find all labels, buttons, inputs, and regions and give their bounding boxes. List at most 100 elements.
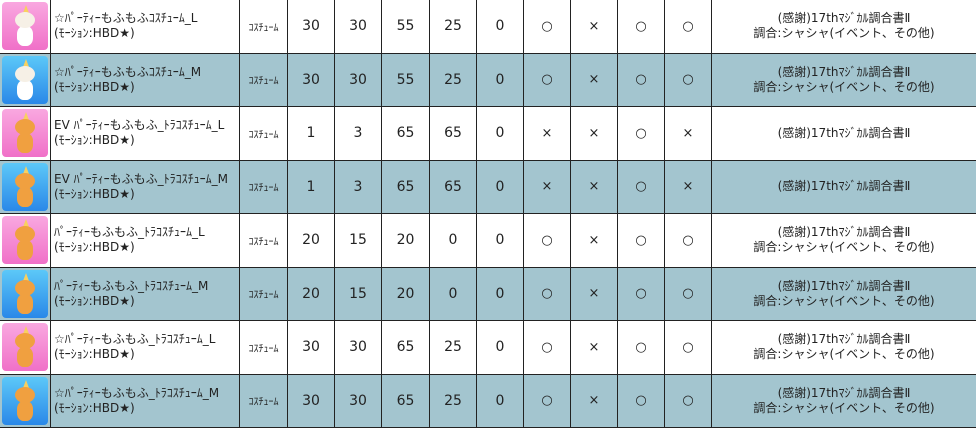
costume-thumbnail [2, 269, 48, 318]
stat-value: 25 [429, 52, 477, 107]
table-row: ﾊﾟｰﾃｨｰもふもふ_ﾄﾗｺｽﾁｭｰﾑ_M (ﾓｰｼｮﾝ:HBD★) ｺｽﾁｭｰﾑ 2… [0, 266, 976, 321]
availability-mark: ○ [664, 266, 712, 321]
item-type: ｺｽﾁｭｰﾑ [239, 373, 288, 428]
stat-value: 30 [334, 320, 382, 375]
item-type: ｺｽﾁｭｰﾑ [239, 266, 288, 321]
costume-thumbnail [2, 2, 48, 51]
stat-value: 25 [429, 320, 477, 375]
costume-thumbnail [2, 55, 48, 104]
availability-mark: ○ [617, 373, 665, 428]
availability-mark: × [570, 0, 618, 54]
stat-value: 20 [381, 266, 430, 321]
availability-mark: ○ [617, 0, 665, 54]
source-line-1: (感謝)17thﾏｼﾞｶﾙ調合書Ⅱ [777, 125, 911, 140]
stat-value: 65 [381, 106, 430, 161]
item-motion: (ﾓｰｼｮﾝ:HBD★) [54, 133, 135, 148]
item-motion: (ﾓｰｼｮﾝ:HBD★) [54, 293, 135, 308]
source-cell: (感謝)17thﾏｼﾞｶﾙ調合書Ⅱ 調合:シャシャ(イベント、その他) [711, 266, 976, 321]
stat-value: 30 [334, 373, 382, 428]
availability-mark: × [570, 320, 618, 375]
availability-mark: ○ [523, 320, 571, 375]
source-line-1: (感謝)17thﾏｼﾞｶﾙ調合書Ⅱ [777, 225, 911, 240]
item-name: EV ﾊﾟｰﾃｨｰもふもふ_ﾄﾗｺｽﾁｭｰﾑ_M [54, 171, 228, 186]
item-image-cell [0, 159, 51, 214]
costume-thumbnail [2, 323, 48, 372]
availability-mark: ○ [523, 373, 571, 428]
item-image-cell [0, 266, 51, 321]
stat-value: 30 [287, 320, 335, 375]
source-cell: (感謝)17thﾏｼﾞｶﾙ調合書Ⅱ 調合:シャシャ(イベント、その他) [711, 373, 976, 428]
item-image-cell [0, 373, 51, 428]
item-name: ☆ﾊﾟｰﾃｨｰもふもふｺｽﾁｭｰﾑ_L [54, 11, 198, 26]
stat-value: 20 [381, 213, 430, 268]
source-line-1: (感謝)17thﾏｼﾞｶﾙ調合書Ⅱ [777, 11, 911, 26]
availability-mark: ○ [617, 52, 665, 107]
item-name: ☆ﾊﾟｰﾃｨｰもふもふ_ﾄﾗｺｽﾁｭｰﾑ_M [54, 385, 220, 400]
stat-value: 0 [476, 213, 524, 268]
table-row: ☆ﾊﾟｰﾃｨｰもふもふ_ﾄﾗｺｽﾁｭｰﾑ_L (ﾓｰｼｮﾝ:HBD★) ｺｽﾁｭｰﾑ… [0, 320, 976, 375]
stat-value: 65 [381, 159, 430, 214]
table-row: ☆ﾊﾟｰﾃｨｰもふもふｺｽﾁｭｰﾑ_L (ﾓｰｼｮﾝ:HBD★) ｺｽﾁｭｰﾑ 30 3… [0, 0, 976, 54]
item-type: ｺｽﾁｭｰﾑ [239, 159, 288, 214]
item-name-cell: ☆ﾊﾟｰﾃｨｰもふもふｺｽﾁｭｰﾑ_L (ﾓｰｼｮﾝ:HBD★) [50, 0, 240, 54]
table-row: ﾊﾟｰﾃｨｰもふもふ_ﾄﾗｺｽﾁｭｰﾑ_L (ﾓｰｼｮﾝ:HBD★) ｺｽﾁｭｰﾑ 2… [0, 213, 976, 268]
stat-value: 0 [476, 266, 524, 321]
source-line-1: (感謝)17thﾏｼﾞｶﾙ調合書Ⅱ [777, 179, 911, 194]
item-image-cell [0, 213, 51, 268]
item-name-cell: EV ﾊﾟｰﾃｨｰもふもふ_ﾄﾗｺｽﾁｭｰﾑ_L (ﾓｰｼｮﾝ:HBD★) [50, 106, 240, 161]
availability-mark: ○ [523, 52, 571, 107]
item-motion: (ﾓｰｼｮﾝ:HBD★) [54, 79, 135, 94]
item-type: ｺｽﾁｭｰﾑ [239, 213, 288, 268]
availability-mark: × [570, 266, 618, 321]
stat-value: 65 [429, 159, 477, 214]
item-motion: (ﾓｰｼｮﾝ:HBD★) [54, 347, 135, 362]
source-cell: (感謝)17thﾏｼﾞｶﾙ調合書Ⅱ 調合:シャシャ(イベント、その他) [711, 320, 976, 375]
source-line-2: 調合:シャシャ(イベント、その他) [753, 293, 935, 308]
item-name-cell: ☆ﾊﾟｰﾃｨｰもふもふ_ﾄﾗｺｽﾁｭｰﾑ_M (ﾓｰｼｮﾝ:HBD★) [50, 373, 240, 428]
stat-value: 15 [334, 266, 382, 321]
item-motion: (ﾓｰｼｮﾝ:HBD★) [54, 186, 135, 201]
source-line-1: (感謝)17thﾏｼﾞｶﾙ調合書Ⅱ [777, 64, 911, 79]
costume-thumbnail [2, 376, 48, 425]
item-type: ｺｽﾁｭｰﾑ [239, 106, 288, 161]
item-type: ｺｽﾁｭｰﾑ [239, 0, 288, 54]
availability-mark: ○ [617, 159, 665, 214]
availability-mark: ○ [617, 213, 665, 268]
availability-mark: × [523, 159, 571, 214]
stat-value: 3 [334, 106, 382, 161]
item-name-cell: ﾊﾟｰﾃｨｰもふもふ_ﾄﾗｺｽﾁｭｰﾑ_L (ﾓｰｼｮﾝ:HBD★) [50, 213, 240, 268]
availability-mark: ○ [617, 106, 665, 161]
availability-mark: ○ [617, 320, 665, 375]
item-image-cell [0, 320, 51, 375]
item-motion: (ﾓｰｼｮﾝ:HBD★) [54, 400, 135, 415]
item-type: ｺｽﾁｭｰﾑ [239, 320, 288, 375]
item-image-cell [0, 52, 51, 107]
item-name: ﾊﾟｰﾃｨｰもふもふ_ﾄﾗｺｽﾁｭｰﾑ_M [54, 278, 209, 293]
stat-value: 0 [476, 159, 524, 214]
stat-value: 25 [429, 0, 477, 54]
stat-value: 30 [334, 0, 382, 54]
availability-mark: × [664, 159, 712, 214]
item-name: ☆ﾊﾟｰﾃｨｰもふもふ_ﾄﾗｺｽﾁｭｰﾑ_L [54, 332, 216, 347]
costume-thumbnail [2, 109, 48, 158]
stat-value: 20 [287, 266, 335, 321]
source-line-1: (感謝)17thﾏｼﾞｶﾙ調合書Ⅱ [777, 385, 911, 400]
availability-mark: ○ [523, 0, 571, 54]
availability-mark: × [570, 213, 618, 268]
item-motion: (ﾓｰｼｮﾝ:HBD★) [54, 26, 135, 41]
stat-value: 0 [476, 320, 524, 375]
stat-value: 30 [287, 52, 335, 107]
source-line-2: 調合:シャシャ(イベント、その他) [753, 347, 935, 362]
source-line-1: (感謝)17thﾏｼﾞｶﾙ調合書Ⅱ [777, 332, 911, 347]
item-image-cell [0, 0, 51, 54]
availability-mark: ○ [523, 213, 571, 268]
source-cell: (感謝)17thﾏｼﾞｶﾙ調合書Ⅱ [711, 106, 976, 161]
stat-value: 20 [287, 213, 335, 268]
availability-mark: ○ [664, 52, 712, 107]
table-row: EV ﾊﾟｰﾃｨｰもふもふ_ﾄﾗｺｽﾁｭｰﾑ_M (ﾓｰｼｮﾝ:HBD★) ｺｽﾁｭ… [0, 159, 976, 214]
item-image-cell [0, 106, 51, 161]
availability-mark: × [570, 106, 618, 161]
stat-value: 1 [287, 159, 335, 214]
source-cell: (感謝)17thﾏｼﾞｶﾙ調合書Ⅱ 調合:シャシャ(イベント、その他) [711, 0, 976, 54]
